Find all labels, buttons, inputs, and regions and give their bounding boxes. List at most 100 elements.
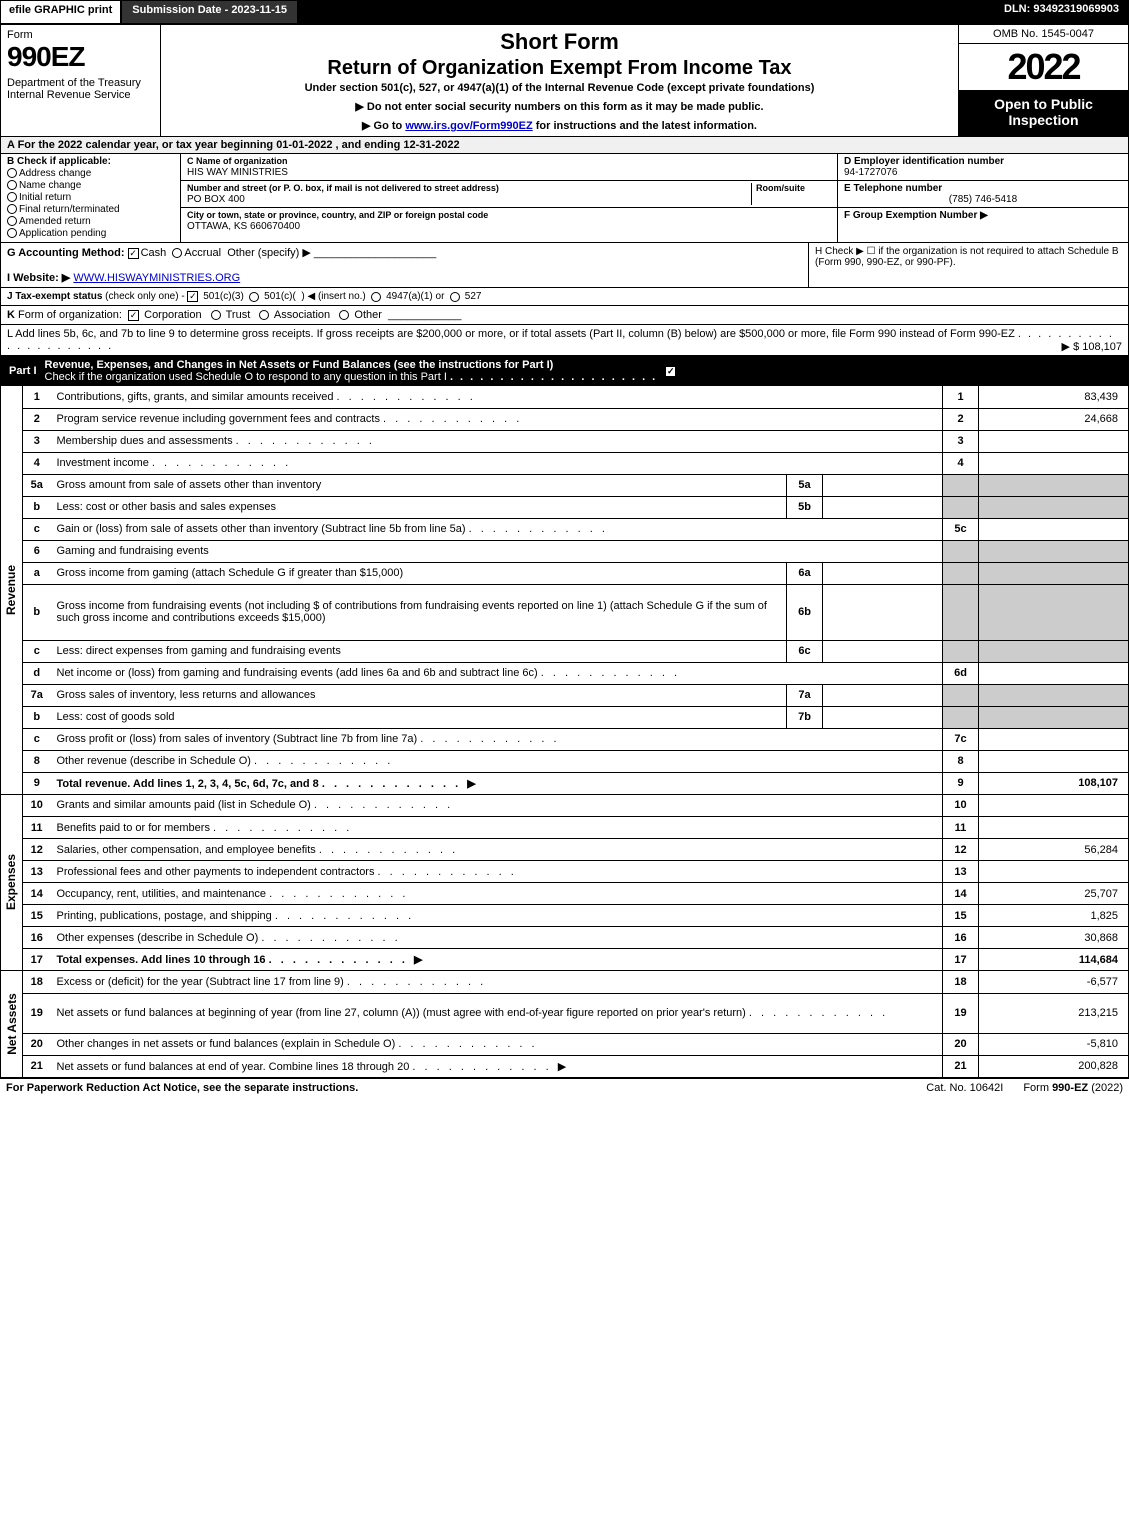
footer-mid: Cat. No. 10642I xyxy=(926,1082,1003,1094)
line-number: 14 xyxy=(23,883,51,905)
submission-date: Submission Date - 2023-11-15 xyxy=(121,0,298,24)
line-number: 2 xyxy=(23,408,51,430)
check-527[interactable] xyxy=(450,292,460,302)
check-association[interactable] xyxy=(259,310,269,320)
line-number: 8 xyxy=(23,750,51,772)
amount xyxy=(979,706,1129,728)
amount xyxy=(979,662,1129,684)
check-amended-return[interactable]: Amended return xyxy=(7,216,174,227)
result-line-number xyxy=(943,706,979,728)
header-right: OMB No. 1545-0047 2022 Open to Public In… xyxy=(958,25,1128,136)
result-line-number: 5c xyxy=(943,518,979,540)
check-501c[interactable] xyxy=(249,292,259,302)
result-line-number: 3 xyxy=(943,430,979,452)
section-a: A For the 2022 calendar year, or tax yea… xyxy=(0,137,1129,154)
mini-line-number: 7a xyxy=(787,684,823,706)
result-line-number xyxy=(943,584,979,640)
expenses-section: Expenses 10Grants and similar amounts pa… xyxy=(0,795,1129,972)
table-row: 17Total expenses. Add lines 10 through 1… xyxy=(23,949,1129,971)
result-line-number: 7c xyxy=(943,728,979,750)
check-501c3[interactable] xyxy=(187,291,198,302)
table-row: 20Other changes in net assets or fund ba… xyxy=(23,1033,1129,1055)
part1-check[interactable] xyxy=(665,366,676,377)
line-number: 6 xyxy=(23,540,51,562)
line-desc: Less: cost of goods sold xyxy=(51,706,787,728)
section-k: K Form of organization: Corporation Trus… xyxy=(0,306,1129,325)
city-value: OTTAWA, KS 660670400 xyxy=(187,221,300,232)
instr-goto: ▶ Go to www.irs.gov/Form990EZ for instru… xyxy=(169,119,950,132)
phone-label: E Telephone number xyxy=(844,183,942,194)
result-line-number: 12 xyxy=(943,839,979,861)
check-corporation[interactable] xyxy=(128,310,139,321)
revenue-section: Revenue 1Contributions, gifts, grants, a… xyxy=(0,386,1129,795)
table-row: 3Membership dues and assessments . . . .… xyxy=(23,430,1129,452)
check-cash[interactable] xyxy=(128,248,139,259)
check-accrual[interactable] xyxy=(172,248,182,258)
table-row: 13Professional fees and other payments t… xyxy=(23,861,1129,883)
line-number: 18 xyxy=(23,971,51,993)
line-desc: Grants and similar amounts paid (list in… xyxy=(51,795,943,817)
result-line-number xyxy=(943,684,979,706)
footer-left: For Paperwork Reduction Act Notice, see … xyxy=(6,1082,906,1094)
street-row: Number and street (or P. O. box, if mail… xyxy=(181,181,837,208)
mini-value xyxy=(823,684,943,706)
line-number: a xyxy=(23,562,51,584)
result-line-number: 9 xyxy=(943,772,979,794)
table-row: 5aGross amount from sale of assets other… xyxy=(23,474,1129,496)
result-line-number xyxy=(943,640,979,662)
amount: 200,828 xyxy=(979,1055,1129,1077)
header-center: Short Form Return of Organization Exempt… xyxy=(161,25,958,136)
expenses-side-label: Expenses xyxy=(0,795,22,972)
phone-row: E Telephone number (785) 746-5418 xyxy=(838,181,1128,208)
mini-value xyxy=(823,562,943,584)
mini-value xyxy=(823,474,943,496)
table-row: 21Net assets or fund balances at end of … xyxy=(23,1055,1129,1077)
amount: 30,868 xyxy=(979,927,1129,949)
amount xyxy=(979,684,1129,706)
check-application-pending[interactable]: Application pending xyxy=(7,228,174,239)
check-4947[interactable] xyxy=(371,292,381,302)
mini-line-number: 6c xyxy=(787,640,823,662)
line-desc: Occupancy, rent, utilities, and maintena… xyxy=(51,883,943,905)
table-row: 15Printing, publications, postage, and s… xyxy=(23,905,1129,927)
line-desc: Other expenses (describe in Schedule O) … xyxy=(51,927,943,949)
org-name-row: C Name of organization HIS WAY MINISTRIE… xyxy=(181,154,837,181)
check-address-change[interactable]: Address change xyxy=(7,168,174,179)
ein-row: D Employer identification number 94-1727… xyxy=(838,154,1128,181)
website-link[interactable]: WWW.HISWAYMINISTRIES.ORG xyxy=(73,272,240,284)
amount xyxy=(979,474,1129,496)
line-desc: Less: cost or other basis and sales expe… xyxy=(51,496,787,518)
line-number: c xyxy=(23,728,51,750)
table-row: 12Salaries, other compensation, and empl… xyxy=(23,839,1129,861)
result-line-number: 11 xyxy=(943,817,979,839)
check-other[interactable] xyxy=(339,310,349,320)
mini-value xyxy=(823,640,943,662)
ein-value: 94-1727076 xyxy=(844,167,897,178)
amount: 24,668 xyxy=(979,408,1129,430)
line-desc: Net assets or fund balances at end of ye… xyxy=(51,1055,943,1077)
result-line-number: 18 xyxy=(943,971,979,993)
table-row: 18Excess or (deficit) for the year (Subt… xyxy=(23,971,1129,993)
line-desc: Excess or (deficit) for the year (Subtra… xyxy=(51,971,943,993)
result-line-number: 15 xyxy=(943,905,979,927)
amount xyxy=(979,540,1129,562)
check-trust[interactable] xyxy=(211,310,221,320)
check-initial-return[interactable]: Initial return xyxy=(7,192,174,203)
result-line-number: 1 xyxy=(943,386,979,408)
section-def: D Employer identification number 94-1727… xyxy=(838,154,1128,242)
line-desc: Membership dues and assessments . . . . … xyxy=(51,430,943,452)
efile-print-button[interactable]: efile GRAPHIC print xyxy=(0,0,121,24)
short-form-title: Short Form xyxy=(169,29,950,55)
check-final-return[interactable]: Final return/terminated xyxy=(7,204,174,215)
line-number: 7a xyxy=(23,684,51,706)
irs-link[interactable]: www.irs.gov/Form990EZ xyxy=(405,120,532,132)
org-name-label: C Name of organization xyxy=(187,156,288,166)
line-number: 10 xyxy=(23,795,51,817)
spacer xyxy=(298,0,994,24)
check-name-change[interactable]: Name change xyxy=(7,180,174,191)
result-line-number: 2 xyxy=(943,408,979,430)
l-text: L Add lines 5b, 6c, and 7b to line 9 to … xyxy=(7,328,1015,340)
result-line-number: 21 xyxy=(943,1055,979,1077)
line-desc: Total expenses. Add lines 10 through 16 … xyxy=(51,949,943,971)
amount xyxy=(979,518,1129,540)
